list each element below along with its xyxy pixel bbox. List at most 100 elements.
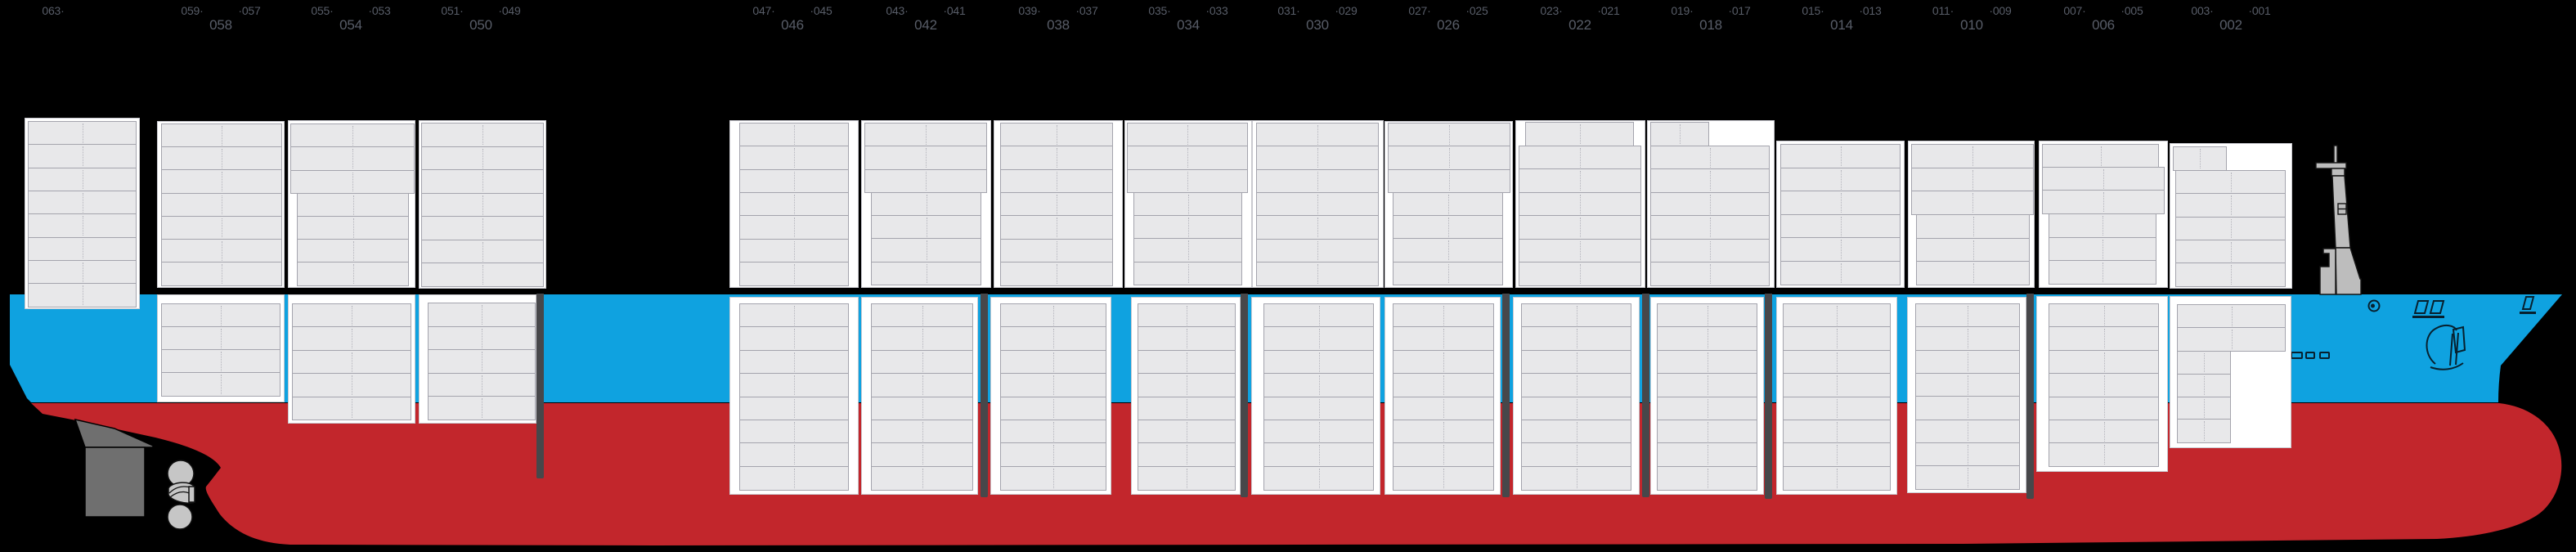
twenty-foot-divider xyxy=(794,218,795,237)
bay-022-above-deck-container-row xyxy=(1519,238,1641,263)
bay-030-below-deck-container-row xyxy=(1263,349,1374,375)
twenty-foot-divider xyxy=(1053,306,1054,325)
anchor-windlass-sketch xyxy=(2426,324,2466,370)
bay-050-below-deck-container-row xyxy=(428,372,536,397)
twenty-foot-divider xyxy=(2103,306,2105,325)
bay-038-below-deck-container-row xyxy=(1000,349,1106,375)
rudder xyxy=(74,418,154,518)
twenty-foot-divider xyxy=(2231,330,2233,350)
twenty-foot-divider xyxy=(1443,445,1444,465)
bay-042-below-deck-container-row xyxy=(871,373,973,398)
twenty-foot-divider xyxy=(482,125,483,145)
twenty-foot-divider xyxy=(1187,218,1189,237)
twenty-foot-divider xyxy=(1447,218,1449,237)
twenty-foot-divider xyxy=(1840,216,1842,236)
bay-014-above-deck-container-row xyxy=(1780,191,1901,216)
bay-026-above-deck-container-row xyxy=(1388,123,1510,147)
twenty-foot-divider xyxy=(926,148,927,168)
twenty-foot-divider xyxy=(922,306,923,325)
twenty-foot-divider xyxy=(482,265,483,285)
bay-030-below-deck-container-row xyxy=(1263,326,1374,352)
bay-006-below-deck-container-row xyxy=(2049,396,2159,421)
twenty-foot-divider xyxy=(794,468,795,488)
twenty-foot-divider xyxy=(2103,329,2105,349)
twenty-foot-divider xyxy=(1580,240,1581,261)
twenty-foot-divider xyxy=(794,148,795,168)
bay-026-above-deck-container-row xyxy=(1393,238,1503,263)
bay-050-below-deck-container-row xyxy=(428,325,536,351)
bay-006-below-deck-container-row xyxy=(2049,420,2159,444)
bay-042-above-deck-container-row xyxy=(864,168,987,194)
bay-014-below-deck-container-row xyxy=(1783,326,1891,352)
twenty-foot-divider xyxy=(1837,306,1838,325)
bay-010-above-deck-container-row xyxy=(1911,144,2034,169)
bay-063-above-deck-container-row xyxy=(28,167,137,192)
twenty-foot-divider xyxy=(1710,240,1711,261)
twenty-foot-divider xyxy=(1317,148,1318,168)
twenty-foot-divider xyxy=(1447,195,1449,214)
bay-050-below-deck-container-row xyxy=(428,396,536,421)
twenty-foot-divider xyxy=(922,398,923,419)
twenty-foot-divider xyxy=(352,241,354,261)
bay-034-above-deck-container-row xyxy=(1127,123,1248,147)
bay-014-above-deck-container-row xyxy=(1780,237,1901,263)
bay-006-above-deck-container-row xyxy=(2049,260,2156,285)
twenty-foot-divider xyxy=(794,398,795,419)
twenty-foot-divider xyxy=(221,306,222,325)
bay-label-030-fore: ·029 xyxy=(1335,4,1358,17)
bay-002-above-deck-container-row xyxy=(2173,146,2227,171)
foremast xyxy=(2315,145,2362,295)
hold-bulkhead-3 xyxy=(1241,294,1248,497)
twenty-foot-divider xyxy=(794,125,795,145)
twenty-foot-divider xyxy=(1053,422,1054,442)
bay-026-below-deck-container-row xyxy=(1393,349,1494,375)
twenty-foot-divider xyxy=(1972,263,1974,284)
twenty-foot-divider xyxy=(221,352,222,371)
bay-034-below-deck-container-row xyxy=(1138,303,1236,328)
twenty-foot-divider xyxy=(482,148,483,168)
bay-002-below-deck-container-row xyxy=(2177,419,2231,443)
twenty-foot-divider xyxy=(221,329,222,348)
bay-058-below-deck-container-row xyxy=(161,349,280,374)
bay-026-below-deck-container-row xyxy=(1393,373,1494,398)
bay-026-below-deck-container-row xyxy=(1393,396,1494,421)
bay-034-above-deck-container-row xyxy=(1127,146,1248,171)
twenty-foot-divider xyxy=(1053,468,1054,488)
bay-042-below-deck-container-row xyxy=(871,326,973,352)
bay-050-above-deck-container-row xyxy=(421,239,544,264)
twenty-foot-divider xyxy=(794,263,795,284)
bay-050-below-deck-container-row xyxy=(428,303,536,328)
bay-010-below-deck-container-row xyxy=(1915,465,2020,490)
twenty-foot-divider xyxy=(1318,445,1320,465)
bay-022-above-deck-container-row xyxy=(1519,262,1641,286)
twenty-foot-divider xyxy=(1053,352,1054,372)
twenty-foot-divider xyxy=(352,264,354,284)
bay-label-054-aft: 055· xyxy=(311,4,334,17)
bay-018-below-deck-container-row xyxy=(1657,349,1757,375)
bay-label-046: 046 xyxy=(781,17,804,33)
bay-063-above-deck-container-row xyxy=(28,190,137,215)
bay-label-038-fore: ·037 xyxy=(1075,4,1098,17)
twenty-foot-divider xyxy=(1318,468,1320,488)
twenty-foot-divider xyxy=(1840,169,1842,190)
bay-label-014: 014 xyxy=(1830,17,1853,33)
bay-018-above-deck-container-row xyxy=(1650,122,1709,146)
bay-046-below-deck-container-row xyxy=(739,442,849,468)
bay-010-above-deck-container-row xyxy=(1916,261,2030,286)
twenty-foot-divider xyxy=(922,422,923,442)
twenty-foot-divider xyxy=(1187,263,1189,284)
bay-006-below-deck-container-row xyxy=(2049,442,2159,468)
bay-002-above-deck-container-row xyxy=(2175,239,2286,264)
bay-030-above-deck-container-row xyxy=(1256,261,1379,286)
twenty-foot-divider xyxy=(1449,125,1450,145)
bay-058-above-deck-container-row xyxy=(161,169,282,195)
twenty-foot-divider xyxy=(352,172,353,192)
bay-038-above-deck-container-row xyxy=(1000,146,1113,171)
bay-010-below-deck-container-row xyxy=(1915,396,2020,420)
bay-label-042: 042 xyxy=(914,17,937,33)
bay-label-042-fore: ·041 xyxy=(943,4,966,17)
bay-026-below-deck-container-row xyxy=(1393,303,1494,328)
bay-046-below-deck-container-row xyxy=(739,349,849,375)
bay-054-above-deck-container-row xyxy=(290,123,415,148)
bay-030-above-deck-container-row xyxy=(1256,146,1379,171)
